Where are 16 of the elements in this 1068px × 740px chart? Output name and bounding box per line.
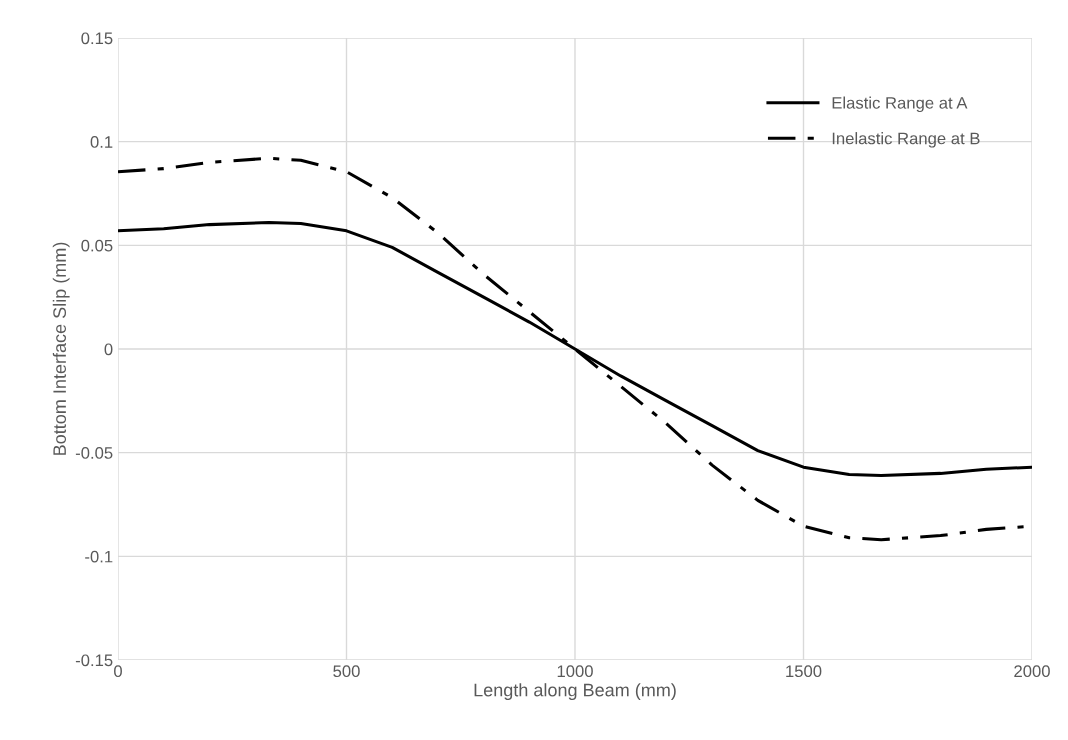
y-tick-label: -0.15 bbox=[75, 654, 113, 667]
y-tick-label: -0.1 bbox=[85, 550, 113, 563]
y-tick-label: 0.05 bbox=[81, 239, 113, 252]
x-tick-label: 1000 bbox=[557, 665, 593, 678]
y-tick-label: 0.15 bbox=[81, 32, 113, 45]
legend-label: Inelastic Range at B bbox=[832, 132, 980, 148]
y-axis-title: Bottom Interface Slip (mm) bbox=[52, 242, 70, 455]
x-tick-label: 0 bbox=[114, 665, 122, 678]
x-tick-label: 2000 bbox=[1014, 665, 1050, 678]
y-tick-label: 0.1 bbox=[90, 136, 113, 148]
y-tick-label: -0.05 bbox=[75, 447, 113, 459]
y-tick-label: 0 bbox=[104, 343, 113, 356]
legend-label: Elastic Range at A bbox=[832, 96, 968, 113]
x-tick-label: 1500 bbox=[786, 665, 822, 678]
x-axis-title: Length along Beam (mm) bbox=[474, 683, 676, 701]
x-tick-label: 500 bbox=[333, 665, 360, 678]
